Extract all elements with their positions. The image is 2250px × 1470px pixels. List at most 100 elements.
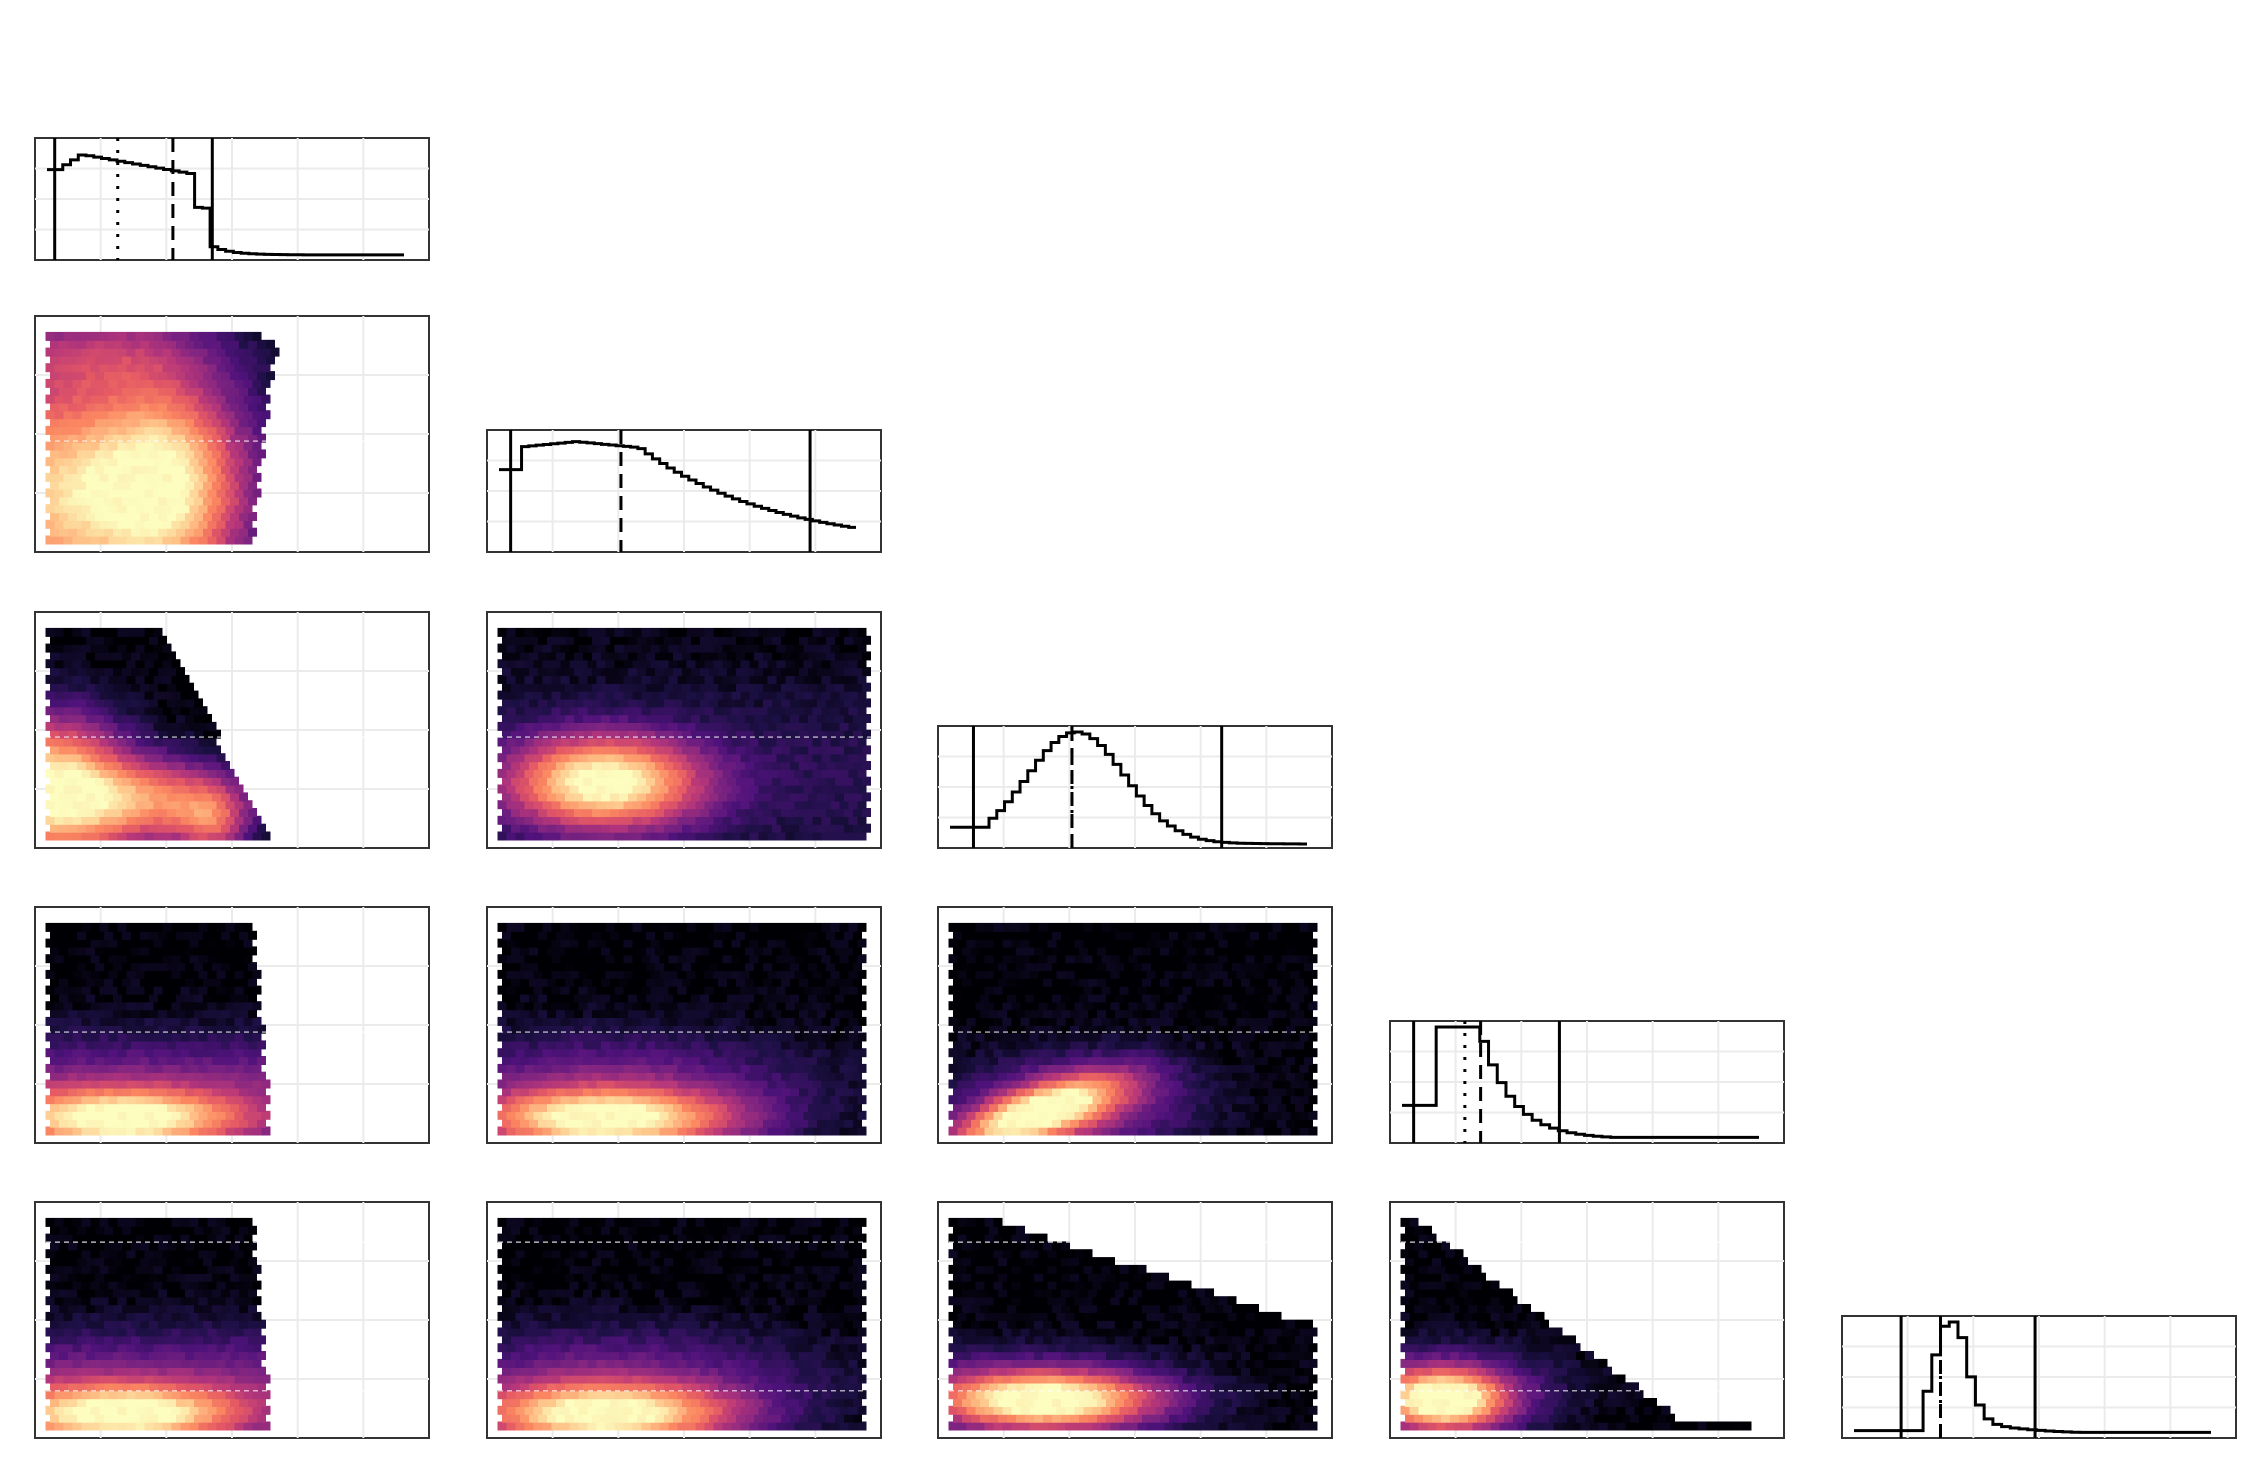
hex-bin xyxy=(1209,985,1219,995)
hex-bin xyxy=(1250,1087,1259,1097)
hex-bin xyxy=(844,761,853,770)
hex-bin xyxy=(835,1103,844,1112)
hex-bin xyxy=(767,627,777,637)
hex-bin xyxy=(740,938,750,948)
hex-bin xyxy=(122,714,131,723)
hex-bin xyxy=(1124,1071,1133,1081)
hex-bin xyxy=(614,831,624,841)
hex-bin xyxy=(650,922,660,932)
hex-bin xyxy=(72,737,82,747)
hex-bin xyxy=(569,690,579,700)
hex-bin xyxy=(686,1032,696,1042)
hex-bin xyxy=(158,1087,167,1097)
hex-bin xyxy=(668,969,678,979)
hex-bin xyxy=(971,1009,980,1018)
hex-bin xyxy=(533,1063,543,1073)
hex-bin xyxy=(1218,969,1228,979)
hex-bin xyxy=(221,480,230,490)
hex-bin xyxy=(767,815,777,825)
hex-bin xyxy=(131,745,140,755)
hex-bin xyxy=(830,1016,840,1026)
hex-bin xyxy=(243,985,253,995)
hex-bin xyxy=(1016,1071,1025,1081)
hex-bin xyxy=(95,496,104,506)
hex-bin xyxy=(1250,977,1259,987)
hex-bin xyxy=(785,768,795,778)
hex-bin xyxy=(140,1071,149,1081)
hex-bin xyxy=(844,745,853,755)
hex-bin xyxy=(785,800,795,810)
hex-bin xyxy=(998,1118,1007,1128)
hex-bin xyxy=(72,1095,82,1105)
hex-bin xyxy=(207,410,217,420)
hex-bin xyxy=(529,962,538,972)
hex-bin xyxy=(104,792,113,802)
hex-bin xyxy=(677,674,687,684)
hex-bin xyxy=(497,753,507,763)
hex-bin xyxy=(803,643,813,653)
hex-bin xyxy=(108,1110,118,1120)
hex-bin xyxy=(511,808,520,817)
hex-bin xyxy=(547,714,556,723)
hex-bin xyxy=(749,969,759,979)
hex-bin xyxy=(1223,1009,1232,1018)
hex-bin xyxy=(758,1001,768,1011)
hex-bin xyxy=(180,394,190,404)
hex-bin xyxy=(695,1095,705,1105)
hex-bin xyxy=(225,815,235,825)
hex-bin xyxy=(1146,1001,1156,1011)
hex-bin xyxy=(63,674,73,684)
hex-bin xyxy=(560,954,570,964)
hex-bin xyxy=(171,784,181,794)
hex-bin xyxy=(758,753,768,763)
hex-bin xyxy=(989,1009,998,1018)
hex-bin xyxy=(565,962,574,972)
hex-bin xyxy=(221,386,230,396)
hex-bin xyxy=(857,1016,867,1026)
hex-bin xyxy=(86,1024,95,1034)
hex-bin xyxy=(713,1001,723,1011)
hex-bin xyxy=(189,985,199,995)
hex-bin xyxy=(81,659,91,669)
hex-bin xyxy=(149,635,158,645)
hex-bin xyxy=(86,682,95,692)
hex-bin xyxy=(682,714,691,723)
hex-bin xyxy=(574,698,583,708)
hex-bin xyxy=(63,784,73,794)
hex-bin xyxy=(126,1016,136,1026)
hex-bin xyxy=(68,682,77,692)
hex-bin xyxy=(659,737,669,747)
hex-bin xyxy=(176,745,185,755)
hex-bin xyxy=(614,1001,624,1011)
hex-bin xyxy=(740,768,750,778)
hex-bin xyxy=(664,745,673,755)
hex-bin xyxy=(180,800,190,810)
hex-bin xyxy=(1214,1071,1223,1081)
hex-bin xyxy=(122,962,131,972)
hex-bin xyxy=(1263,1110,1273,1120)
hex-bin xyxy=(975,1048,985,1058)
hex-bin xyxy=(1142,1009,1151,1018)
hex-bin xyxy=(655,682,664,692)
hex-bin xyxy=(808,977,817,987)
hex-bin xyxy=(641,954,651,964)
hex-bin xyxy=(569,753,579,763)
hex-bin xyxy=(511,698,520,708)
hex-bin xyxy=(104,1071,113,1081)
hex-bin xyxy=(830,627,840,637)
hex-bin xyxy=(1205,1024,1214,1034)
hex-bin xyxy=(966,1110,976,1120)
hex-bin xyxy=(740,815,750,825)
hex-bin xyxy=(758,627,768,637)
hex-bin xyxy=(623,690,633,700)
hex-bin xyxy=(587,1110,597,1120)
hex-bin xyxy=(198,535,208,545)
hex-bin xyxy=(248,433,257,443)
hex-bin xyxy=(180,410,190,420)
hex-bin xyxy=(497,659,507,669)
hex-bin xyxy=(99,535,109,545)
hex-bin xyxy=(1232,993,1241,1003)
hex-bin xyxy=(731,954,741,964)
hex-bin xyxy=(781,761,790,770)
hex-bin xyxy=(261,363,271,373)
